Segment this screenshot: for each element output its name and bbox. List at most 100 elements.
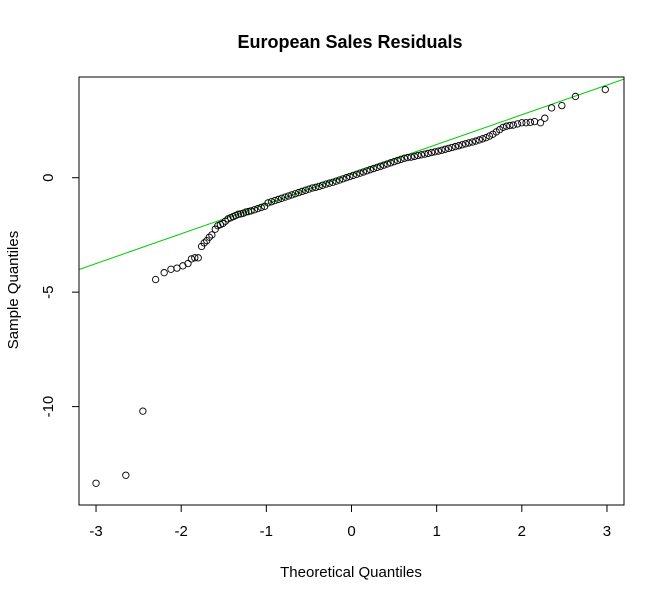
- data-point: [305, 185, 313, 193]
- data-point: [424, 149, 432, 158]
- data-point: [558, 101, 566, 110]
- data-point: [506, 121, 514, 130]
- data-point: [346, 172, 354, 181]
- data-point: [160, 269, 168, 277]
- data-point: [369, 164, 378, 173]
- data-point: [438, 146, 446, 154]
- data-point: [352, 170, 361, 178]
- data-point: [291, 190, 299, 198]
- data-point: [295, 188, 303, 197]
- data-point: [441, 145, 449, 153]
- data-point: [264, 199, 272, 207]
- data-point: [472, 137, 480, 145]
- data-point: [187, 255, 196, 263]
- data-point: [530, 117, 539, 126]
- data-point: [387, 159, 395, 167]
- data-point: [301, 186, 310, 194]
- data-point: [221, 217, 230, 225]
- data-point: [191, 254, 199, 262]
- data-point: [499, 123, 507, 132]
- data-point: [455, 142, 463, 150]
- data-point: [315, 182, 323, 191]
- data-point: [122, 471, 130, 479]
- data-point: [465, 139, 473, 147]
- data-point: [332, 177, 340, 185]
- plot-area: [79, 78, 624, 487]
- data-point: [380, 161, 388, 169]
- data-point: [322, 180, 330, 188]
- data-point: [329, 178, 337, 186]
- x-tick-label: -1: [260, 523, 273, 540]
- data-point: [407, 153, 415, 161]
- x-tick-label: -3: [89, 523, 102, 540]
- data-point: [339, 175, 347, 183]
- data-point: [547, 104, 556, 112]
- x-axis: -3 -2 -1 0 1 2 3: [89, 504, 611, 540]
- data-point: [414, 151, 422, 160]
- data-point: [526, 118, 534, 126]
- data-point: [397, 155, 405, 164]
- data-point: [298, 187, 306, 196]
- data-point: [173, 264, 181, 272]
- data-point: [518, 119, 526, 127]
- data-point: [448, 143, 456, 152]
- data-point: [373, 163, 381, 172]
- data-point: [400, 154, 408, 162]
- data-point: [390, 158, 398, 166]
- data-point: [461, 140, 470, 148]
- data-point: [288, 191, 296, 199]
- data-point: [417, 151, 425, 159]
- data-point: [250, 206, 259, 214]
- x-tick-label: 2: [518, 523, 526, 540]
- data-point: [536, 119, 545, 127]
- data-point: [139, 407, 147, 415]
- y-tick-label: -5: [40, 285, 57, 298]
- data-point: [274, 195, 282, 204]
- x-tick-label: 1: [432, 523, 440, 540]
- x-tick-label: 0: [347, 523, 355, 540]
- data-point: [522, 119, 530, 127]
- x-axis-label: Theoretical Quantiles: [280, 564, 422, 581]
- data-point: [359, 168, 368, 176]
- data-point: [458, 141, 466, 149]
- data-point: [601, 85, 609, 94]
- data-point: [513, 120, 522, 128]
- y-tick-label: 0: [40, 174, 57, 182]
- data-point: [475, 136, 483, 144]
- data-point: [482, 134, 490, 142]
- data-point: [434, 147, 443, 155]
- data-point: [444, 144, 453, 153]
- data-point: [205, 233, 213, 241]
- plot-frame: [78, 76, 625, 506]
- y-axis: -10 -5 0: [40, 174, 80, 417]
- data-point: [318, 181, 327, 189]
- chart-title: European Sales Residuals: [237, 32, 462, 52]
- data-point: [92, 479, 100, 487]
- x-tick-label: 3: [603, 523, 611, 540]
- data-point: [257, 203, 265, 212]
- data-point: [151, 275, 160, 284]
- data-point: [242, 208, 250, 216]
- x-tick-label: -2: [175, 523, 188, 540]
- data-point: [502, 122, 511, 130]
- y-axis-label: Sample Quantiles: [5, 231, 22, 349]
- reference-line: [79, 78, 624, 270]
- data-point: [410, 152, 419, 161]
- data-point: [200, 239, 208, 247]
- data-point: [308, 184, 316, 192]
- data-point: [267, 198, 276, 206]
- data-point: [208, 231, 216, 239]
- data-point: [509, 121, 517, 129]
- data-point: [184, 259, 192, 268]
- data-point: [383, 160, 391, 168]
- data-point: [312, 183, 320, 191]
- data-point: [254, 204, 262, 213]
- data-point: [571, 92, 580, 101]
- data-point: [485, 132, 494, 140]
- data-point: [271, 196, 279, 205]
- data-point: [342, 174, 351, 182]
- data-point: [468, 138, 477, 146]
- data-point: [247, 207, 255, 215]
- data-point: [363, 167, 371, 175]
